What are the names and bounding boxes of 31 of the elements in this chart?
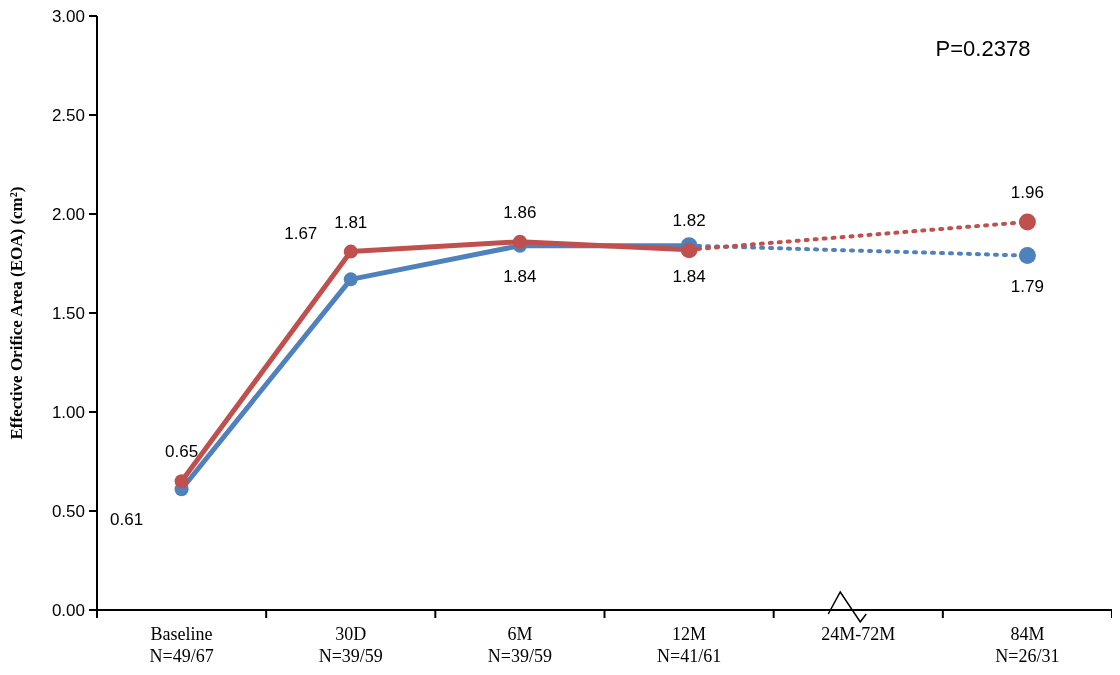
data-label: 1.84 (503, 266, 537, 286)
data-label: 1.86 (503, 202, 537, 222)
data-label: 1.81 (334, 212, 368, 232)
data-label: 1.96 (1010, 182, 1044, 202)
y-tick-label: 2.00 (51, 204, 85, 224)
y-axis-title: Effective Orifice Area (EOA) (cm²) (7, 186, 26, 440)
point (174, 474, 189, 489)
data-label: 0.65 (165, 442, 199, 462)
y-tick-label: 3.00 (51, 6, 85, 26)
x-tick-label: 30D N=39/59 (318, 624, 383, 666)
x-tick-label: 84M N=26/31 (995, 624, 1060, 666)
point (343, 272, 358, 287)
point (1018, 213, 1036, 231)
y-tick-label: 1.50 (51, 303, 85, 323)
x-tick-label: 6M N=39/59 (487, 624, 552, 666)
annotation: P=0.2378 (935, 36, 1031, 61)
y-tick-label: 2.50 (51, 105, 85, 125)
y-tick-label: 1.00 (51, 402, 85, 422)
y-tick-label: 0.50 (51, 501, 85, 521)
y-tick-label: 0.00 (51, 600, 85, 620)
data-label: 1.82 (672, 210, 706, 230)
x-tick-label: Baseline N=49/67 (149, 624, 214, 666)
x-tick-label: 24M-72M (821, 624, 896, 644)
point (512, 234, 527, 249)
data-label: 0.61 (110, 510, 144, 530)
point (1018, 247, 1036, 265)
x-tick-label: 12M N=41/61 (657, 624, 722, 666)
data-label: 1.79 (1010, 276, 1044, 296)
point (343, 244, 358, 259)
data-label: 1.67 (284, 224, 318, 244)
data-label: 1.84 (672, 266, 706, 286)
